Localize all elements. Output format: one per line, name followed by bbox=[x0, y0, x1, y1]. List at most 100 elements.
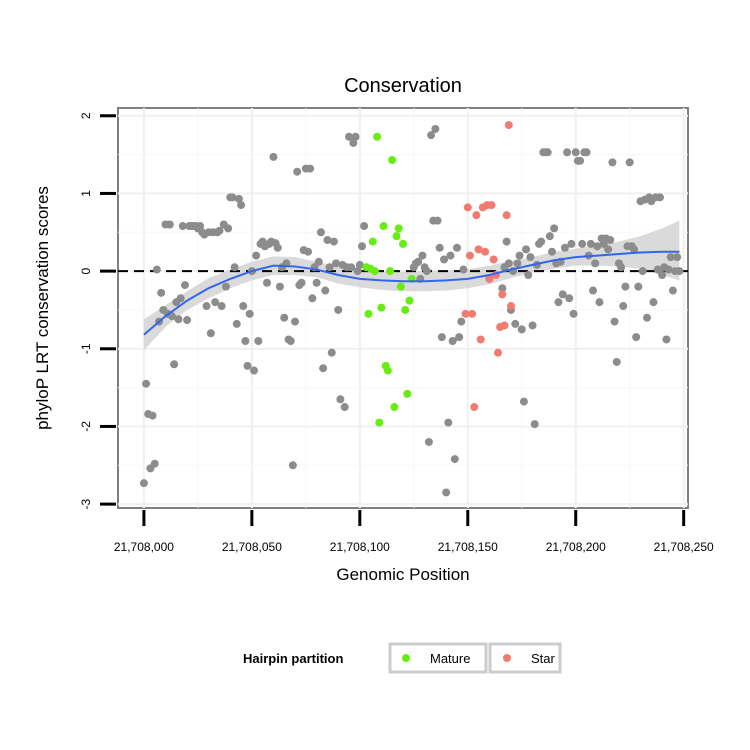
data-point-other bbox=[325, 263, 334, 272]
data-point-other bbox=[291, 317, 300, 326]
data-point-mature bbox=[373, 132, 382, 141]
data-point-other bbox=[528, 321, 537, 330]
data-point-mature bbox=[390, 403, 399, 412]
data-point-other bbox=[239, 302, 248, 311]
y-tick-label: -3 bbox=[79, 498, 93, 509]
data-point-other bbox=[360, 222, 369, 231]
data-point-other bbox=[571, 148, 580, 157]
data-point-star bbox=[489, 255, 498, 264]
data-point-other bbox=[308, 294, 317, 303]
data-point-other bbox=[558, 290, 567, 299]
data-point-other bbox=[306, 164, 315, 173]
data-point-other bbox=[196, 222, 205, 231]
data-point-other bbox=[245, 309, 254, 318]
data-point-other bbox=[424, 437, 433, 446]
x-axis: 21,708,000 21,708,050 21,708,100 21,708,150… bbox=[114, 510, 714, 554]
y-tick-label: 0 bbox=[79, 267, 93, 274]
data-point-star bbox=[472, 211, 481, 220]
data-point-other bbox=[524, 270, 533, 279]
data-point-other bbox=[664, 265, 673, 274]
plot-panel bbox=[117, 107, 689, 509]
data-point-other bbox=[319, 364, 328, 373]
data-point-other bbox=[675, 267, 684, 276]
data-point-other bbox=[625, 158, 634, 167]
data-point-other bbox=[582, 148, 591, 157]
data-point-other bbox=[610, 317, 619, 326]
data-point-other bbox=[638, 267, 647, 276]
data-point-other bbox=[560, 243, 569, 252]
data-point-other bbox=[357, 242, 366, 251]
data-point-other bbox=[148, 411, 157, 420]
data-point-other bbox=[332, 259, 341, 268]
data-point-other bbox=[241, 337, 250, 346]
data-point-other bbox=[312, 278, 321, 287]
data-point-other bbox=[547, 247, 556, 256]
data-point-other bbox=[355, 260, 364, 269]
data-point-mature bbox=[386, 267, 395, 276]
data-point-other bbox=[517, 325, 526, 334]
data-point-other bbox=[630, 245, 639, 254]
data-point-other bbox=[513, 259, 522, 268]
data-point-other bbox=[565, 294, 574, 303]
data-point-other bbox=[653, 265, 662, 274]
x-tick-label: 21,708,150 bbox=[438, 540, 498, 554]
data-point-other bbox=[567, 239, 576, 248]
data-point-other bbox=[329, 237, 338, 246]
confidence-band-layer bbox=[143, 220, 680, 351]
y-axis-title: phyloP LRT conservation scores bbox=[33, 186, 52, 430]
legend-key-mature-dot bbox=[402, 654, 410, 662]
data-point-other bbox=[442, 488, 451, 497]
data-point-other bbox=[498, 284, 507, 293]
data-point-other bbox=[606, 236, 615, 245]
data-point-other bbox=[435, 243, 444, 252]
data-point-other bbox=[334, 305, 343, 314]
data-point-other bbox=[254, 337, 263, 346]
data-point-star bbox=[504, 121, 513, 130]
data-point-other bbox=[262, 278, 271, 287]
data-point-other bbox=[165, 220, 174, 229]
data-point-other bbox=[655, 193, 664, 202]
data-point-other bbox=[139, 479, 148, 488]
data-point-star bbox=[463, 203, 472, 212]
data-point-other bbox=[178, 222, 187, 231]
data-point-other bbox=[336, 395, 345, 404]
data-point-other bbox=[174, 315, 183, 324]
data-point-other bbox=[221, 282, 230, 291]
data-point-other bbox=[414, 257, 423, 266]
data-point-other bbox=[662, 335, 671, 344]
data-point-other bbox=[522, 245, 531, 254]
data-point-other bbox=[351, 132, 360, 141]
data-point-other bbox=[578, 239, 587, 248]
data-point-star bbox=[498, 290, 507, 299]
data-point-other bbox=[537, 237, 546, 246]
data-point-other bbox=[224, 224, 233, 233]
data-point-other bbox=[316, 228, 325, 237]
x-axis-title: Genomic Position bbox=[336, 565, 469, 584]
y-tick-label: -1 bbox=[79, 343, 93, 354]
data-point-other bbox=[612, 357, 621, 366]
data-point-other bbox=[608, 158, 617, 167]
data-point-other bbox=[642, 313, 651, 322]
data-point-other bbox=[215, 226, 224, 235]
data-point-other bbox=[157, 288, 166, 297]
data-point-mature bbox=[370, 267, 379, 276]
data-point-other bbox=[563, 148, 572, 157]
data-point-other bbox=[649, 298, 658, 307]
data-point-other bbox=[327, 348, 336, 357]
data-point-star bbox=[465, 251, 474, 260]
smooth-trend-line bbox=[143, 250, 680, 336]
confidence-band bbox=[143, 220, 680, 351]
y-tick-label: -2 bbox=[79, 421, 93, 432]
data-point-other bbox=[431, 124, 440, 133]
data-point-other bbox=[444, 418, 453, 427]
data-point-other bbox=[152, 265, 161, 274]
data-point-other bbox=[176, 294, 185, 303]
data-point-other bbox=[217, 302, 226, 311]
gridlines bbox=[118, 108, 688, 508]
data-point-other bbox=[666, 253, 675, 262]
x-tick-label: 21,708,050 bbox=[222, 540, 282, 554]
data-point-other bbox=[293, 167, 302, 176]
data-point-other bbox=[526, 253, 535, 262]
data-point-other bbox=[252, 251, 261, 260]
